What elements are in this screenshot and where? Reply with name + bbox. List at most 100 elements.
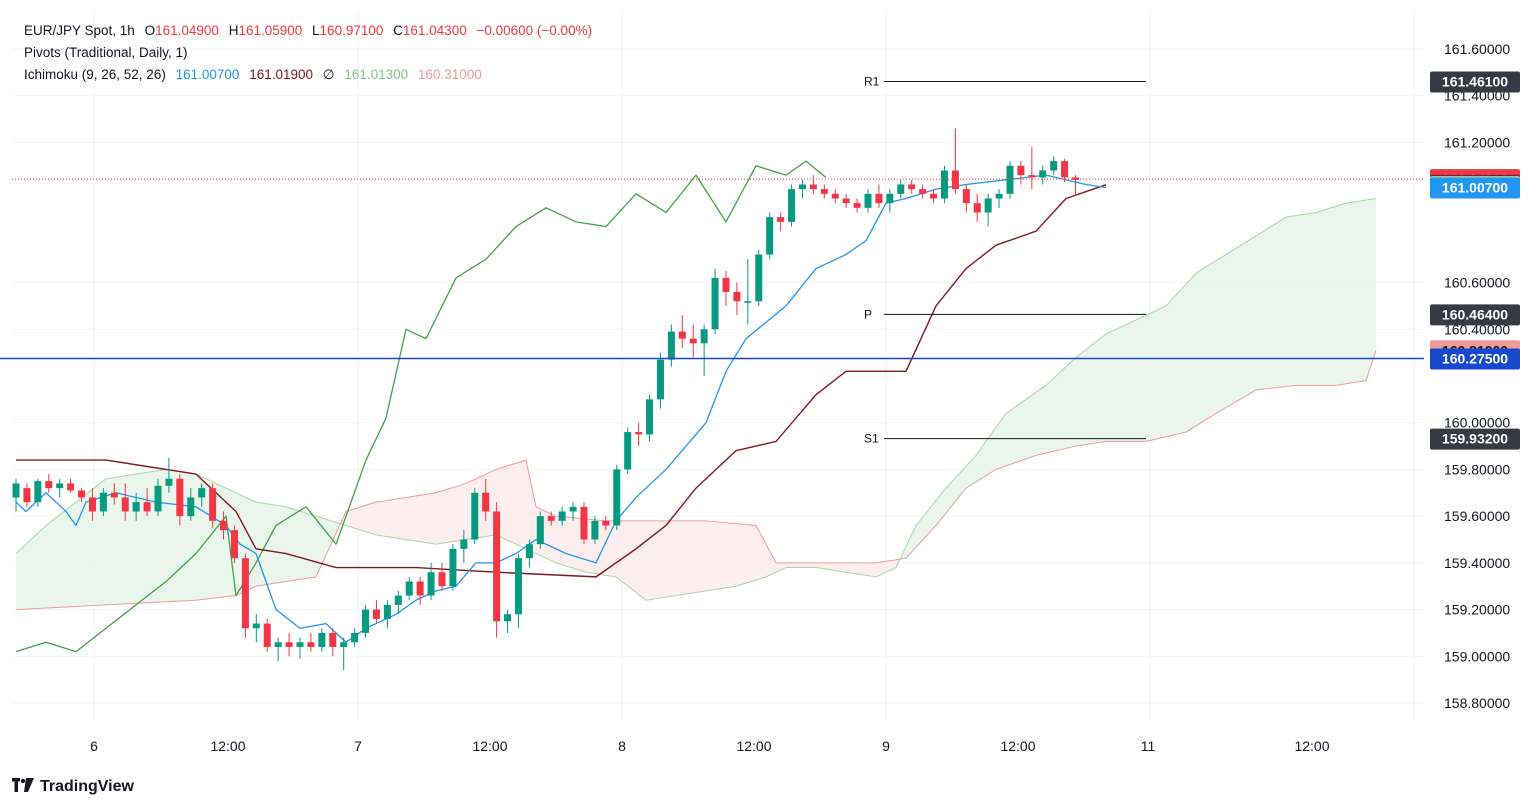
candle-body[interactable] bbox=[504, 614, 512, 622]
candle-body[interactable] bbox=[1072, 177, 1080, 180]
candle-body[interactable] bbox=[569, 506, 577, 512]
candle-body[interactable] bbox=[788, 189, 796, 222]
candle-body[interactable] bbox=[973, 203, 981, 213]
candle-body[interactable] bbox=[678, 331, 686, 339]
candle-body[interactable] bbox=[23, 488, 31, 503]
candle-body[interactable] bbox=[56, 483, 64, 489]
ichimoku-indicator-label[interactable]: Ichimoku (9, 26, 52, 26) bbox=[24, 67, 166, 82]
candle-body[interactable] bbox=[525, 544, 533, 559]
candle-body[interactable] bbox=[351, 632, 359, 643]
candle-body[interactable] bbox=[886, 193, 894, 204]
candle-body[interactable] bbox=[45, 481, 53, 489]
candle-body[interactable] bbox=[241, 558, 249, 629]
candle-body[interactable] bbox=[864, 193, 872, 208]
candle-body[interactable] bbox=[307, 642, 315, 647]
candle-body[interactable] bbox=[383, 604, 391, 619]
candle-body[interactable] bbox=[940, 170, 948, 199]
candle-body[interactable] bbox=[820, 189, 828, 194]
candle-body[interactable] bbox=[198, 488, 206, 498]
legend-symbol[interactable]: EUR/JPY Spot, 1h bbox=[24, 23, 135, 38]
candle-body[interactable] bbox=[613, 469, 621, 526]
candle-body[interactable] bbox=[722, 277, 730, 292]
candle-body[interactable] bbox=[667, 331, 675, 360]
candle-body[interactable] bbox=[482, 492, 490, 512]
candle-body[interactable] bbox=[230, 530, 238, 559]
candle-body[interactable] bbox=[984, 198, 992, 213]
candle-body[interactable] bbox=[285, 642, 293, 647]
candle-body[interactable] bbox=[930, 193, 938, 199]
candle-body[interactable] bbox=[176, 478, 184, 517]
candle-body[interactable] bbox=[296, 642, 304, 647]
candle-body[interactable] bbox=[777, 217, 785, 222]
candle-body[interactable] bbox=[809, 184, 817, 190]
candle-body[interactable] bbox=[646, 399, 654, 435]
candle-body[interactable] bbox=[405, 581, 413, 596]
candle-body[interactable] bbox=[962, 189, 970, 204]
candle-body[interactable] bbox=[154, 485, 162, 512]
candle-body[interactable] bbox=[733, 291, 741, 302]
candle-body[interactable] bbox=[449, 548, 457, 587]
candle-body[interactable] bbox=[624, 432, 632, 470]
candle-body[interactable] bbox=[67, 483, 75, 491]
candle-body[interactable] bbox=[853, 203, 861, 208]
candle-body[interactable] bbox=[252, 623, 260, 629]
candle-body[interactable] bbox=[995, 193, 1003, 199]
candle-body[interactable] bbox=[1050, 161, 1058, 171]
candle-body[interactable] bbox=[220, 520, 228, 531]
candle-body[interactable] bbox=[110, 492, 118, 498]
candle-body[interactable] bbox=[1028, 175, 1036, 178]
candle-body[interactable] bbox=[12, 483, 20, 498]
candle-body[interactable] bbox=[842, 198, 850, 204]
candle-body[interactable] bbox=[121, 497, 129, 512]
candle-body[interactable] bbox=[438, 572, 446, 587]
candle-body[interactable] bbox=[274, 642, 282, 647]
candle-body[interactable] bbox=[580, 506, 588, 540]
candle-body[interactable] bbox=[362, 609, 370, 633]
candle-body[interactable] bbox=[1061, 161, 1069, 178]
candle-body[interactable] bbox=[744, 301, 752, 303]
candle-body[interactable] bbox=[602, 520, 610, 526]
candle-body[interactable] bbox=[1017, 165, 1025, 176]
candle-body[interactable] bbox=[132, 502, 140, 512]
candle-body[interactable] bbox=[766, 217, 774, 255]
candle-body[interactable] bbox=[372, 609, 380, 619]
candle-body[interactable] bbox=[711, 277, 719, 330]
tradingview-logo[interactable]: TradingView bbox=[12, 776, 134, 797]
candle-body[interactable] bbox=[209, 488, 217, 521]
candle-body[interactable] bbox=[416, 581, 424, 596]
candle-body[interactable] bbox=[1006, 165, 1014, 194]
candle-body[interactable] bbox=[318, 632, 326, 647]
candle-body[interactable] bbox=[263, 623, 271, 647]
candle-body[interactable] bbox=[165, 478, 173, 486]
candle-body[interactable] bbox=[635, 432, 643, 435]
candle-body[interactable] bbox=[88, 497, 96, 512]
candle-body[interactable] bbox=[471, 492, 479, 540]
candle-body[interactable] bbox=[340, 642, 348, 647]
candle-body[interactable] bbox=[656, 359, 664, 400]
candle-body[interactable] bbox=[514, 558, 522, 615]
candle-body[interactable] bbox=[143, 502, 151, 512]
candle-body[interactable] bbox=[394, 595, 402, 605]
candle-body[interactable] bbox=[798, 184, 806, 190]
candle-body[interactable] bbox=[591, 520, 599, 540]
candle-body[interactable] bbox=[78, 490, 86, 498]
candle-body[interactable] bbox=[919, 189, 927, 194]
candle-body[interactable] bbox=[700, 329, 708, 344]
candle-body[interactable] bbox=[34, 481, 42, 503]
candle-body[interactable] bbox=[689, 338, 697, 344]
candle-body[interactable] bbox=[1039, 170, 1047, 178]
candle-body[interactable] bbox=[493, 511, 501, 622]
candle-body[interactable] bbox=[536, 516, 544, 545]
pivots-indicator-label[interactable]: Pivots (Traditional, Daily, 1) bbox=[24, 45, 188, 60]
candle-body[interactable] bbox=[427, 572, 435, 596]
candle-body[interactable] bbox=[558, 511, 566, 521]
candle-body[interactable] bbox=[460, 539, 468, 549]
candle-body[interactable] bbox=[875, 193, 883, 204]
candle-body[interactable] bbox=[547, 516, 555, 521]
candle-body[interactable] bbox=[897, 184, 905, 194]
candle-body[interactable] bbox=[329, 632, 337, 647]
candle-body[interactable] bbox=[951, 170, 959, 190]
candle-body[interactable] bbox=[831, 193, 839, 199]
candle-body[interactable] bbox=[908, 184, 916, 190]
